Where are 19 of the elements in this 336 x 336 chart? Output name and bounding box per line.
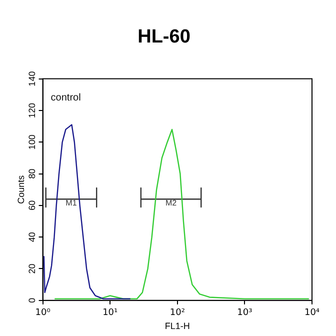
y-tick-label: 140 <box>26 71 37 86</box>
y-tick-label: 40 <box>26 232 37 242</box>
x-tick-label: 10⁴ <box>304 308 320 318</box>
series-label: M2 <box>165 198 178 208</box>
x-tick-label: 10² <box>170 308 186 318</box>
x-tick-label: 10³ <box>237 308 253 318</box>
y-tick-label: 100 <box>26 134 37 150</box>
annotation: control <box>50 92 81 104</box>
series-label: M1 <box>66 198 78 208</box>
x-axis-title: FL1-H <box>164 321 190 332</box>
y-tick-label: 20 <box>26 264 37 274</box>
y-tick-label: 60 <box>26 200 37 210</box>
x-tick-label: 10⁰ <box>35 308 51 318</box>
y-tick-label: 120 <box>26 102 37 118</box>
y-tick-label: 0 <box>26 298 37 303</box>
chart-title: HL-60 <box>138 26 190 48</box>
x-tick-label: 10¹ <box>102 308 118 318</box>
y-tick-label: 80 <box>26 168 37 179</box>
y-axis-title: Counts <box>16 174 26 204</box>
